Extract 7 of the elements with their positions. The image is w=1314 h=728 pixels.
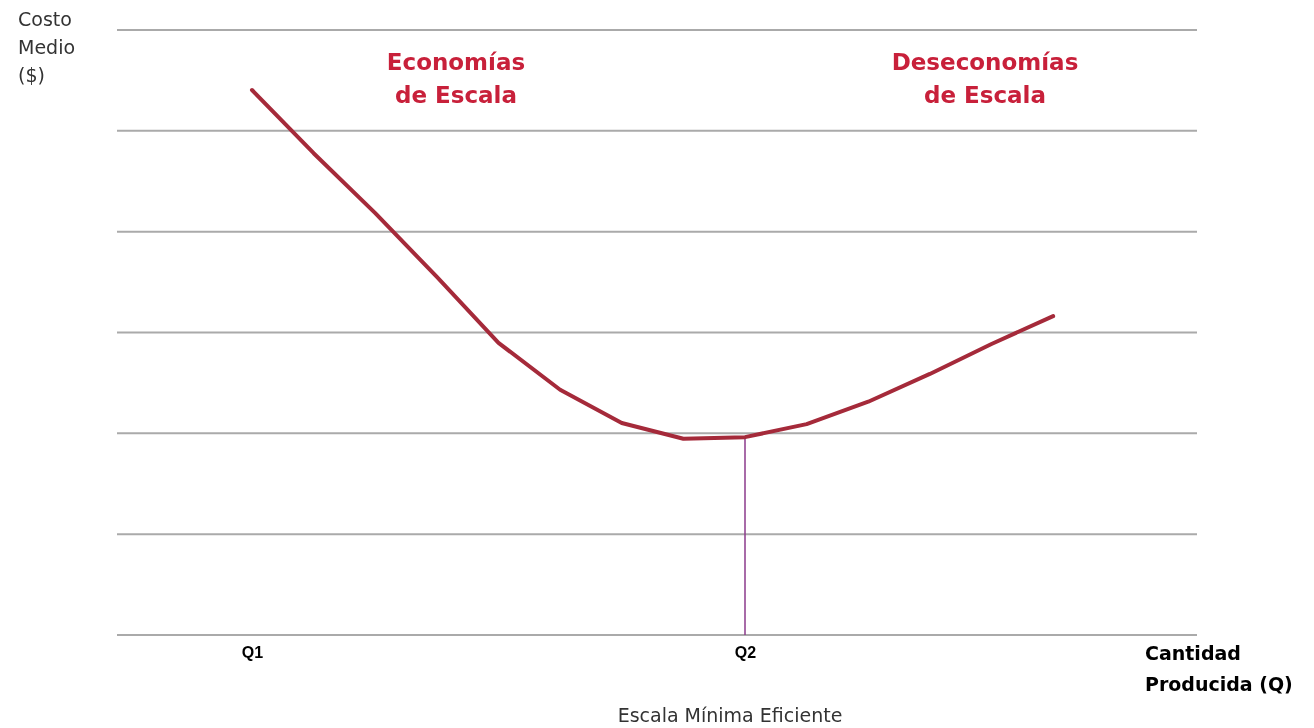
x-tick-label: Q2 — [734, 644, 757, 662]
annotation: Deseconomías de Escala — [891, 49, 1079, 108]
annotation: Economías de Escala — [386, 49, 526, 108]
text: Escala Mínima Eficiente — [617, 704, 843, 726]
x-axis-title: Cantidad Producida (Q) — [1145, 642, 1293, 695]
text: Costo Medio ($) — [18, 8, 76, 86]
x-tick-label: Q1 — [241, 644, 264, 662]
